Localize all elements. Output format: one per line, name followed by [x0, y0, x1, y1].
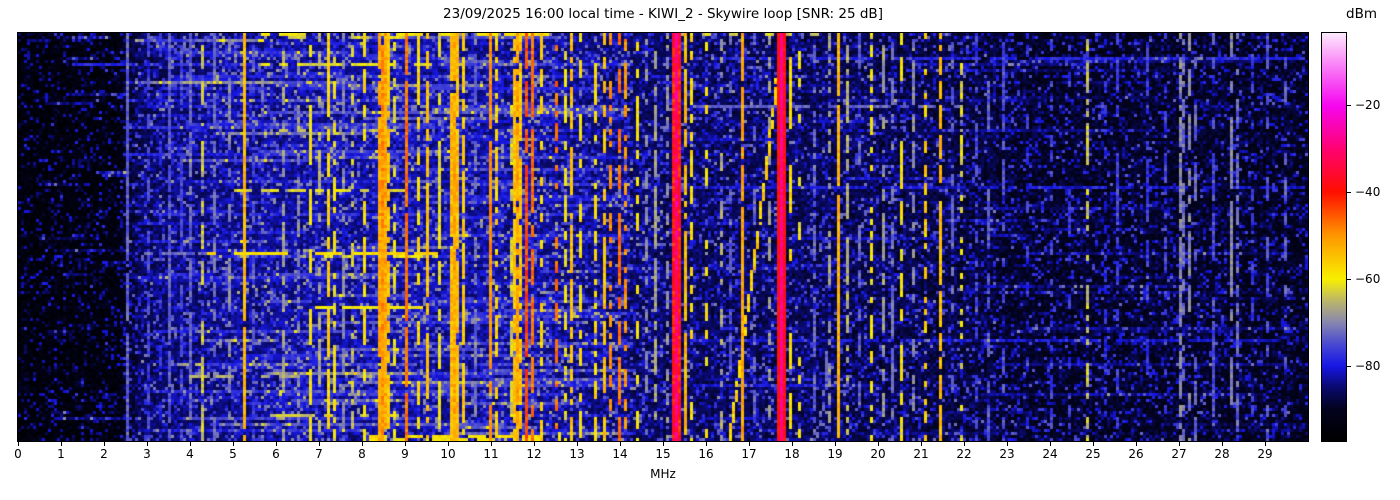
- x-axis-tick: [362, 442, 363, 446]
- x-axis-tick-label: 6: [272, 447, 280, 461]
- x-axis-tick-label: 22: [956, 447, 972, 461]
- x-axis-tick: [1265, 442, 1266, 446]
- colorbar-unit-label: dBm: [1346, 6, 1377, 22]
- x-axis-tick: [534, 442, 535, 446]
- x-axis-tick-label: 7: [315, 447, 323, 461]
- x-axis-tick: [276, 442, 277, 446]
- x-axis-tick: [448, 442, 449, 446]
- x-axis-tick: [147, 442, 148, 446]
- x-axis-tick: [620, 442, 621, 446]
- x-axis-tick: [878, 442, 879, 446]
- x-axis-tick-label: 12: [526, 447, 542, 461]
- x-axis-tick-label: 27: [1171, 447, 1187, 461]
- x-axis-tick: [104, 442, 105, 446]
- x-axis-tick: [792, 442, 793, 446]
- x-axis-tick-label: 23: [999, 447, 1015, 461]
- x-axis-tick: [1179, 442, 1180, 446]
- x-axis-tick-label: 0: [14, 447, 22, 461]
- x-axis-tick: [706, 442, 707, 446]
- x-axis-label: MHz: [650, 467, 676, 481]
- x-axis-tick: [61, 442, 62, 446]
- x-axis-tick: [1136, 442, 1137, 446]
- x-axis-tick: [190, 442, 191, 446]
- x-axis-tick: [1007, 442, 1008, 446]
- x-axis-tick: [405, 442, 406, 446]
- x-axis-tick: [233, 442, 234, 446]
- colorbar-tick-label: −80: [1355, 359, 1381, 374]
- x-axis-tick-label: 5: [229, 447, 237, 461]
- x-axis-tick: [319, 442, 320, 446]
- x-axis-tick: [749, 442, 750, 446]
- x-axis-tick-label: 19: [827, 447, 843, 461]
- x-axis-tick-label: 14: [612, 447, 628, 461]
- colorbar-tick-label: −20: [1355, 98, 1381, 113]
- x-axis-tick-label: 9: [401, 447, 409, 461]
- colorbar-tick: [1347, 192, 1351, 194]
- x-axis-tick: [663, 442, 664, 446]
- x-axis-tick-label: 21: [913, 447, 929, 461]
- colorbar-tick-label: −40: [1355, 185, 1381, 200]
- x-axis-tick-label: 25: [1085, 447, 1101, 461]
- x-axis-tick-label: 29: [1257, 447, 1273, 461]
- x-axis-tick-label: 24: [1042, 447, 1058, 461]
- chart-title: 23/09/2025 16:00 local time - KIWI_2 - S…: [443, 6, 883, 22]
- colorbar-tick-label: −60: [1355, 272, 1381, 287]
- colorbar-canvas: [1321, 32, 1347, 442]
- spectrogram-canvas: [17, 32, 1309, 442]
- x-axis-tick: [921, 442, 922, 446]
- x-axis-tick-label: 26: [1128, 447, 1144, 461]
- x-axis-tick-label: 17: [741, 447, 757, 461]
- x-axis-tick-label: 11: [483, 447, 499, 461]
- x-axis-tick: [1093, 442, 1094, 446]
- x-axis-tick: [18, 442, 19, 446]
- colorbar-tick: [1347, 366, 1351, 368]
- x-axis-tick: [964, 442, 965, 446]
- x-axis-tick-label: 20: [870, 447, 886, 461]
- x-axis-tick: [577, 442, 578, 446]
- x-axis-tick-label: 3: [143, 447, 151, 461]
- x-axis-tick-label: 28: [1214, 447, 1230, 461]
- x-axis-tick: [491, 442, 492, 446]
- x-axis-tick: [835, 442, 836, 446]
- x-axis-tick-label: 10: [440, 447, 456, 461]
- x-axis-tick-label: 8: [358, 447, 366, 461]
- x-axis-tick-label: 15: [655, 447, 671, 461]
- x-axis-tick-label: 4: [186, 447, 194, 461]
- colorbar-tick: [1347, 279, 1351, 281]
- colorbar-tick: [1347, 105, 1351, 107]
- x-axis-tick-label: 18: [784, 447, 800, 461]
- x-axis-tick: [1050, 442, 1051, 446]
- x-axis-tick-label: 13: [569, 447, 585, 461]
- x-axis-tick-label: 16: [698, 447, 714, 461]
- x-axis-tick-label: 2: [100, 447, 108, 461]
- x-axis-tick-label: 1: [57, 447, 65, 461]
- x-axis-tick: [1222, 442, 1223, 446]
